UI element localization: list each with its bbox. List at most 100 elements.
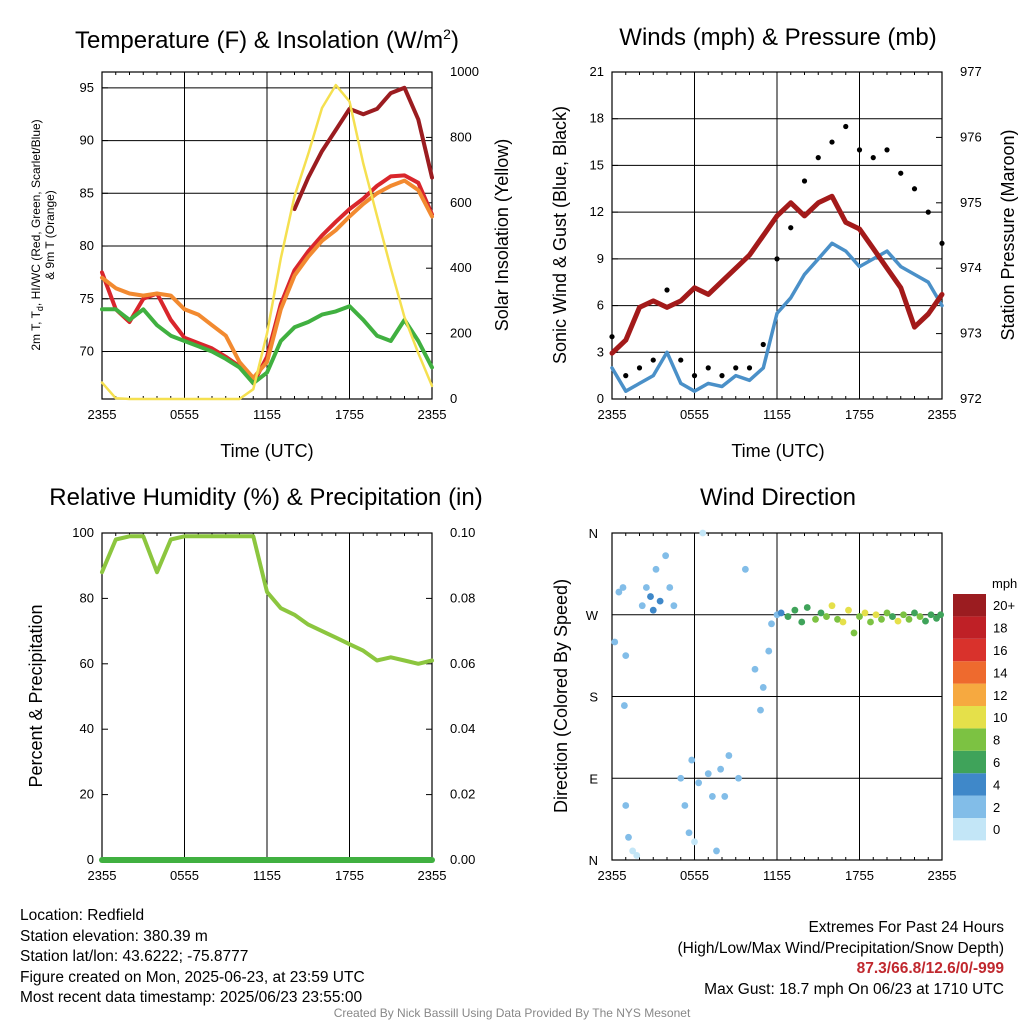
direction-point xyxy=(638,602,646,610)
direction-point xyxy=(777,609,785,617)
direction-point xyxy=(625,833,632,841)
gust-point xyxy=(884,147,890,153)
y2-tick-label: 400 xyxy=(450,260,472,275)
y-tick-label: 70 xyxy=(80,344,94,359)
direction-left-axis-label: Direction (Colored By Speed) xyxy=(551,579,571,813)
direction-tick-label: N xyxy=(589,526,598,541)
direction-point xyxy=(642,584,650,591)
direction-point xyxy=(691,838,698,846)
x-tick-label: 0555 xyxy=(170,407,199,422)
direction-point xyxy=(905,615,913,623)
y-tick-label: 0 xyxy=(597,391,604,406)
direction-tick-label: S xyxy=(589,690,598,705)
gust-point xyxy=(774,256,780,262)
gust-point xyxy=(843,123,849,130)
legend-swatch xyxy=(953,773,986,796)
direction-point xyxy=(803,604,811,611)
y2-tick-label: 975 xyxy=(960,195,982,210)
y-tick-label: 95 xyxy=(80,80,94,95)
gust-point xyxy=(870,155,876,161)
legend-label: 8 xyxy=(993,733,1000,748)
extremes-box: Extremes For Past 24 Hours (High/Low/Max… xyxy=(678,918,1005,1000)
max-gust: Max Gust: 18.7 mph On 06/23 at 1710 UTC xyxy=(704,980,1004,998)
direction-point xyxy=(812,615,819,623)
series-line-td xyxy=(100,304,434,386)
figure-created: Figure created on Mon, 2025-06-23, at 23… xyxy=(20,968,365,986)
direction-point xyxy=(784,613,792,620)
x-tick-label: 0555 xyxy=(170,868,199,883)
direction-point xyxy=(867,618,874,626)
direction-point xyxy=(725,752,733,759)
x-tick-label: 2355 xyxy=(418,868,447,883)
direction-point xyxy=(735,774,742,782)
gust-point xyxy=(691,373,698,379)
direction-point xyxy=(677,774,685,782)
direction-point xyxy=(647,593,654,600)
x-tick-label: 2355 xyxy=(88,407,117,422)
y-tick-label: 6 xyxy=(597,298,604,313)
direction-point xyxy=(704,770,712,778)
y2-tick-label: 0.08 xyxy=(450,590,475,605)
x-tick-label: 1155 xyxy=(763,407,791,422)
y-tick-label: 20 xyxy=(80,787,94,802)
direction-point xyxy=(622,802,630,809)
gust-point xyxy=(678,357,684,363)
direction-point xyxy=(688,756,696,764)
direction-point xyxy=(850,629,858,637)
direction-point xyxy=(619,584,627,591)
y2-tick-label: 1000 xyxy=(450,64,479,79)
winds-right-axis-label: Station Pressure (Maroon) xyxy=(998,129,1018,340)
temperature-x-axis-label: Time (UTC) xyxy=(220,441,313,461)
direction-point xyxy=(927,611,935,619)
direction-point xyxy=(721,793,729,800)
direction-point xyxy=(911,609,918,617)
direction-point xyxy=(889,613,896,620)
y2-tick-label: 0.06 xyxy=(450,656,475,671)
series-line-solar-insolation xyxy=(100,83,434,401)
station-elevation: Station elevation: 380.39 m xyxy=(20,927,208,945)
legend-swatch xyxy=(953,661,986,684)
gust-point xyxy=(636,365,643,371)
legend-label: 6 xyxy=(993,755,1000,770)
x-tick-label: 1155 xyxy=(253,407,281,422)
legend-swatch xyxy=(953,638,986,662)
legend-label: 14 xyxy=(993,665,1007,680)
direction-point xyxy=(768,620,775,628)
legend-label: 4 xyxy=(993,777,1000,792)
direction-point xyxy=(922,617,929,625)
x-tick-label: 0555 xyxy=(680,407,709,422)
x-tick-label: 2355 xyxy=(418,407,447,422)
extremes-legend: (High/Low/Max Wind/Precipitation/Snow De… xyxy=(677,939,1005,957)
legend-label: 10 xyxy=(993,710,1007,725)
gust-point xyxy=(939,240,945,246)
x-tick-label: 1755 xyxy=(335,868,364,883)
direction-point xyxy=(845,606,852,614)
gust-point xyxy=(815,155,821,161)
direction-point xyxy=(937,611,945,619)
y-tick-label: 40 xyxy=(80,721,94,736)
direction-tick-label: W xyxy=(586,608,599,623)
direction-point xyxy=(713,847,720,855)
gust-point xyxy=(609,334,615,340)
legend-swatch xyxy=(953,818,986,841)
direction-point xyxy=(629,847,637,855)
y2-tick-label: 973 xyxy=(960,326,982,341)
direction-point xyxy=(620,702,628,709)
legend-label: 16 xyxy=(993,643,1007,658)
direction-point xyxy=(757,706,764,714)
gust-point xyxy=(719,373,725,379)
station-location: Location: Redfield xyxy=(20,907,145,924)
y-tick-label: 60 xyxy=(80,656,94,671)
y2-tick-label: 0.00 xyxy=(450,852,475,867)
y-tick-label: 21 xyxy=(590,64,604,79)
direction-legend-title: mph xyxy=(992,576,1017,591)
winds-panel-title: Winds (mph) & Pressure (mb) xyxy=(619,24,936,51)
direction-point xyxy=(791,606,799,614)
x-tick-label: 1155 xyxy=(253,868,281,883)
x-tick-label: 2355 xyxy=(88,868,117,883)
legend-label: 0 xyxy=(993,822,1000,837)
y-tick-label: 15 xyxy=(590,157,604,172)
gust-point xyxy=(760,341,766,348)
direction-point xyxy=(900,611,907,619)
series-line-relative-humidity xyxy=(100,534,434,666)
